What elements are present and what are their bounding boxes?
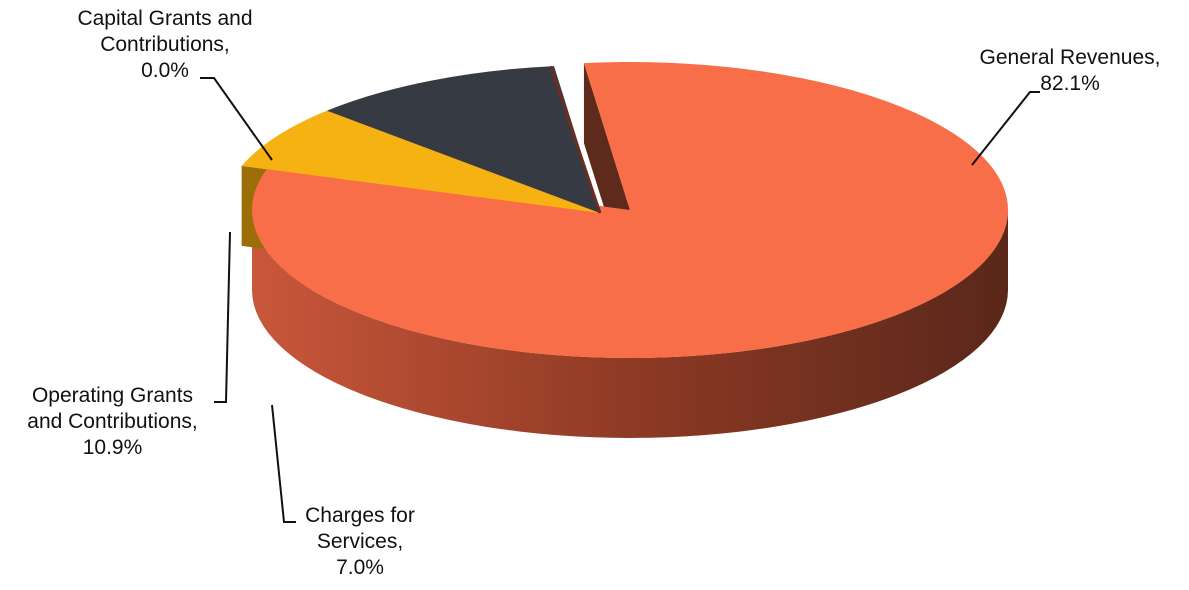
label-operating-grants: Operating Grants and Contributions, 10.9…: [0, 383, 225, 461]
label-general-revenues: General Revenues, 82.1%: [955, 45, 1185, 97]
leader-operating-grants: [214, 231, 231, 403]
leader-capital-grants: [200, 77, 273, 161]
label-general-revenues-line1: General Revenues,: [979, 46, 1161, 69]
pie-tops: [241, 61, 1009, 358]
slice-general-revenues: [251, 61, 1009, 358]
label-capital-grants-line1: Capital Grants and: [77, 7, 253, 30]
label-operating-grants-line2: and Contributions,: [27, 410, 198, 433]
label-charges-for-services: Charges for Services, 7.0%: [285, 503, 435, 581]
label-general-revenues-value: 82.1%: [1040, 72, 1100, 95]
label-charges-line2: Services,: [316, 530, 404, 553]
label-charges-line1: Charges for: [305, 504, 415, 527]
leader-lines: [200, 77, 1040, 523]
leader-charges: [271, 404, 296, 523]
leader-general-revenues: [971, 91, 1040, 166]
label-capital-grants: Capital Grants and Contributions, 0.0%: [40, 6, 290, 84]
slice-operating-grants-and-contributions: [326, 66, 600, 213]
label-capital-grants-value: 0.0%: [141, 59, 189, 82]
slice-side-general-revenues: [252, 210, 1008, 438]
label-charges-value: 7.0%: [336, 556, 384, 579]
slice-capital-grants: [549, 65, 602, 214]
slice-charges-for-services: [241, 110, 600, 213]
label-operating-grants-value: 10.9%: [82, 436, 143, 459]
label-operating-grants-line1: Operating Grants: [31, 384, 194, 407]
label-capital-grants-line2: Contributions,: [100, 33, 230, 56]
